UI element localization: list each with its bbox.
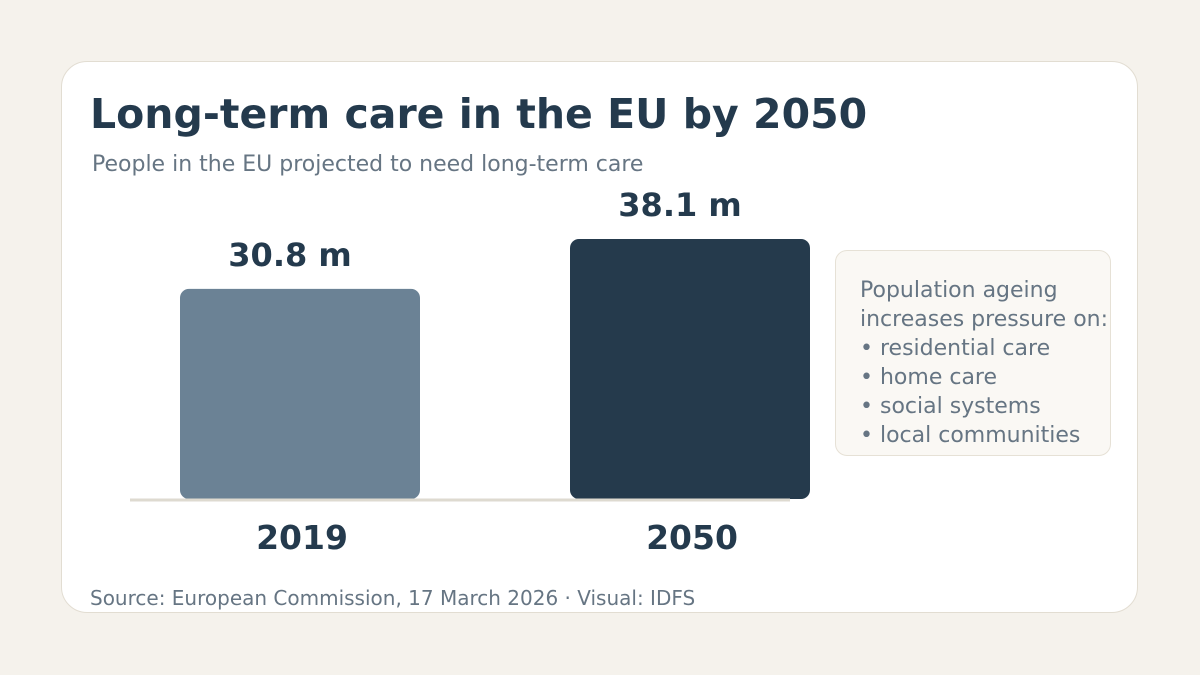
value-label-2019: 30.8 m: [228, 236, 351, 274]
note-bullet-item: social systems: [860, 392, 1108, 421]
note-bullet-item: home care: [860, 363, 1108, 392]
note-heading-line-1: Population ageing: [860, 278, 1058, 303]
category-label-2050: 2050: [646, 518, 738, 557]
source-note: Source: European Commission, 17 March 20…: [90, 586, 696, 610]
note-text: Population ageing increases pressure on:…: [860, 276, 1108, 450]
note-bullet-list: residential care home care social system…: [860, 334, 1108, 450]
chart-subtitle: People in the EU projected to need long-…: [92, 152, 644, 177]
note-heading-line-2: increases pressure on:: [860, 307, 1109, 332]
bar-2019: [180, 288, 420, 499]
value-label-2050: 38.1 m: [618, 186, 741, 224]
note-bullet-item: local communities: [860, 421, 1108, 450]
category-label-2019: 2019: [256, 518, 348, 557]
bar-2050: [570, 239, 810, 499]
note-bullet-item: residential care: [860, 334, 1108, 363]
chart-title: Long-term care in the EU by 2050: [90, 90, 868, 138]
